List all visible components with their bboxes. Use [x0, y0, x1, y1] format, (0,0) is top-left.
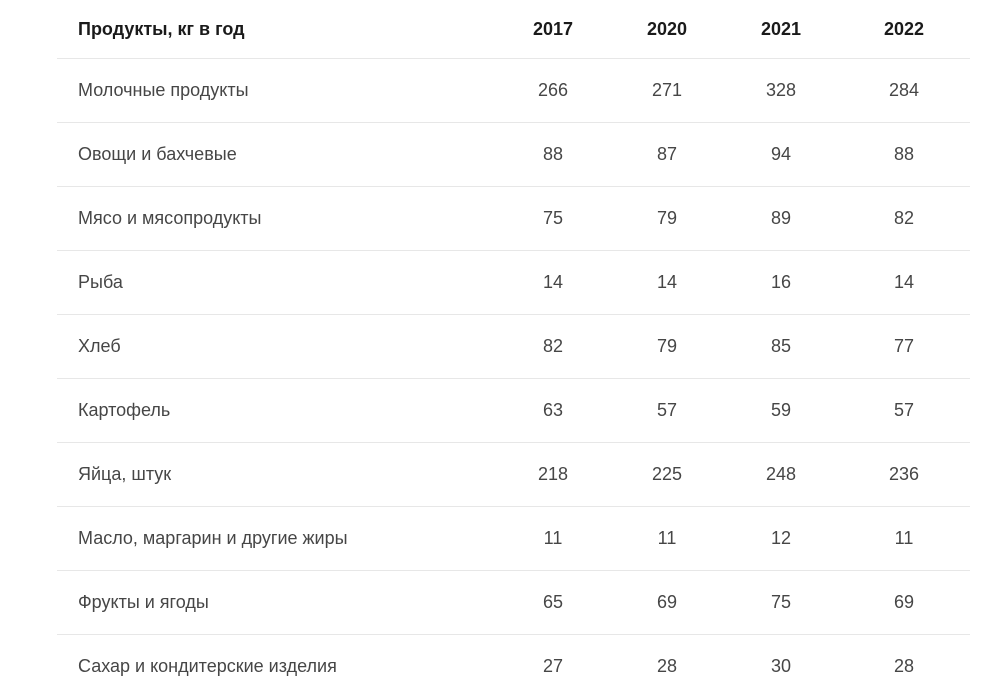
table-row: Хлеб 82 79 85 77 [57, 315, 970, 379]
value-cell: 57 [838, 379, 970, 443]
value-cell: 28 [610, 635, 724, 698]
value-cell: 89 [724, 187, 838, 251]
product-cell: Молочные продукты [57, 59, 496, 123]
value-cell: 328 [724, 59, 838, 123]
value-cell: 236 [838, 443, 970, 507]
value-cell: 79 [610, 315, 724, 379]
product-cell: Рыба [57, 251, 496, 315]
value-cell: 69 [838, 571, 970, 635]
table-row: Масло, маргарин и другие жиры 11 11 12 1… [57, 507, 970, 571]
value-cell: 63 [496, 379, 610, 443]
value-cell: 77 [838, 315, 970, 379]
value-cell: 218 [496, 443, 610, 507]
table-row: Мясо и мясопродукты 75 79 89 82 [57, 187, 970, 251]
value-cell: 88 [496, 123, 610, 187]
value-cell: 284 [838, 59, 970, 123]
table-row: Молочные продукты 266 271 328 284 [57, 59, 970, 123]
table-row: Фрукты и ягоды 65 69 75 69 [57, 571, 970, 635]
value-cell: 75 [724, 571, 838, 635]
value-cell: 82 [838, 187, 970, 251]
product-cell: Картофель [57, 379, 496, 443]
value-cell: 12 [724, 507, 838, 571]
value-cell: 94 [724, 123, 838, 187]
value-cell: 225 [610, 443, 724, 507]
product-cell: Хлеб [57, 315, 496, 379]
value-cell: 28 [838, 635, 970, 698]
table-row: Яйца, штук 218 225 248 236 [57, 443, 970, 507]
table-row: Рыба 14 14 16 14 [57, 251, 970, 315]
value-cell: 27 [496, 635, 610, 698]
value-cell: 65 [496, 571, 610, 635]
value-cell: 14 [610, 251, 724, 315]
table-header-year-2021: 2021 [724, 0, 838, 59]
value-cell: 30 [724, 635, 838, 698]
value-cell: 57 [610, 379, 724, 443]
value-cell: 14 [838, 251, 970, 315]
value-cell: 82 [496, 315, 610, 379]
product-cell: Фрукты и ягоды [57, 571, 496, 635]
value-cell: 87 [610, 123, 724, 187]
value-cell: 69 [610, 571, 724, 635]
value-cell: 248 [724, 443, 838, 507]
table-header-product: Продукты, кг в год [57, 0, 496, 59]
table-row: Овощи и бахчевые 88 87 94 88 [57, 123, 970, 187]
value-cell: 266 [496, 59, 610, 123]
value-cell: 11 [610, 507, 724, 571]
consumption-table: Продукты, кг в год 2017 2020 2021 2022 М… [57, 0, 970, 698]
table-body: Молочные продукты 266 271 328 284 Овощи … [57, 59, 970, 698]
value-cell: 85 [724, 315, 838, 379]
consumption-table-container: Продукты, кг в год 2017 2020 2021 2022 М… [57, 0, 970, 698]
value-cell: 11 [838, 507, 970, 571]
table-header-row: Продукты, кг в год 2017 2020 2021 2022 [57, 0, 970, 59]
value-cell: 14 [496, 251, 610, 315]
value-cell: 88 [838, 123, 970, 187]
table-row: Картофель 63 57 59 57 [57, 379, 970, 443]
product-cell: Сахар и кондитерские изделия [57, 635, 496, 698]
table-row: Сахар и кондитерские изделия 27 28 30 28 [57, 635, 970, 698]
value-cell: 59 [724, 379, 838, 443]
product-cell: Овощи и бахчевые [57, 123, 496, 187]
value-cell: 271 [610, 59, 724, 123]
value-cell: 75 [496, 187, 610, 251]
table-header-year-2020: 2020 [610, 0, 724, 59]
table-header-year-2022: 2022 [838, 0, 970, 59]
product-cell: Мясо и мясопродукты [57, 187, 496, 251]
table-header-year-2017: 2017 [496, 0, 610, 59]
value-cell: 79 [610, 187, 724, 251]
product-cell: Яйца, штук [57, 443, 496, 507]
product-cell: Масло, маргарин и другие жиры [57, 507, 496, 571]
value-cell: 11 [496, 507, 610, 571]
value-cell: 16 [724, 251, 838, 315]
